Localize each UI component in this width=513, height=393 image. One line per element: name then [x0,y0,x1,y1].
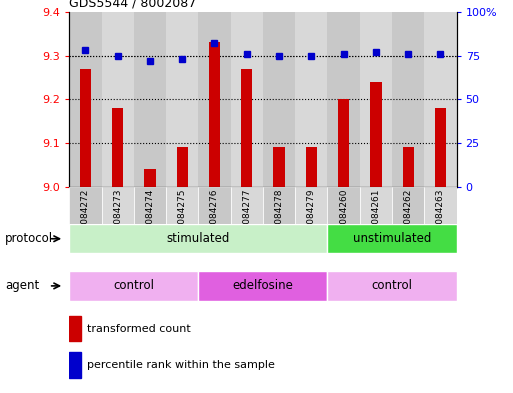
Bar [295,12,327,187]
Bar [338,99,349,187]
Bar [392,187,424,224]
Text: control: control [371,279,412,292]
Text: GSM1084279: GSM1084279 [307,189,316,249]
Bar [392,12,424,187]
Bar [231,12,263,187]
Text: GSM1084278: GSM1084278 [274,189,284,249]
Bar [306,147,317,187]
Bar [360,12,392,187]
Bar [424,187,457,224]
Bar [424,12,457,187]
Text: GSM1084276: GSM1084276 [210,189,219,249]
Bar [273,147,285,187]
Bar [69,271,199,301]
Bar [370,82,382,187]
Bar [80,69,91,187]
Bar [360,187,392,224]
Bar [435,108,446,187]
Bar [199,12,231,187]
Bar [327,271,457,301]
Bar [241,69,252,187]
Text: percentile rank within the sample: percentile rank within the sample [87,360,274,370]
Bar [199,187,231,224]
Bar [69,316,81,341]
Text: unstimulated: unstimulated [353,232,431,245]
Bar [209,42,220,187]
Bar [102,12,134,187]
Text: GSM1084260: GSM1084260 [339,189,348,249]
Bar [69,352,81,378]
Bar [327,187,360,224]
Bar [134,12,166,187]
Text: stimulated: stimulated [167,232,230,245]
Bar [69,187,102,224]
Text: GSM1084272: GSM1084272 [81,189,90,249]
Text: GSM1084275: GSM1084275 [177,189,187,249]
Bar [327,224,457,253]
Bar [263,12,295,187]
Bar [144,169,155,187]
Text: edelfosine: edelfosine [232,279,293,292]
Text: GDS5544 / 8002087: GDS5544 / 8002087 [69,0,196,9]
Text: transformed count: transformed count [87,324,190,334]
Bar [69,12,102,187]
Bar [166,12,199,187]
Bar [134,187,166,224]
Bar [263,187,295,224]
Text: control: control [113,279,154,292]
Text: protocol: protocol [5,232,53,245]
Bar [403,147,414,187]
Bar [231,187,263,224]
Bar [112,108,123,187]
Bar [327,12,360,187]
Text: GSM1084262: GSM1084262 [404,189,412,249]
Bar [295,187,327,224]
Text: GSM1084263: GSM1084263 [436,189,445,249]
Bar [176,147,188,187]
Bar [199,271,327,301]
Text: GSM1084277: GSM1084277 [242,189,251,249]
Text: GSM1084273: GSM1084273 [113,189,122,249]
Bar [166,187,199,224]
Text: GSM1084274: GSM1084274 [146,189,154,249]
Text: GSM1084261: GSM1084261 [371,189,380,249]
Text: agent: agent [5,279,40,292]
Bar [102,187,134,224]
Bar [69,224,327,253]
